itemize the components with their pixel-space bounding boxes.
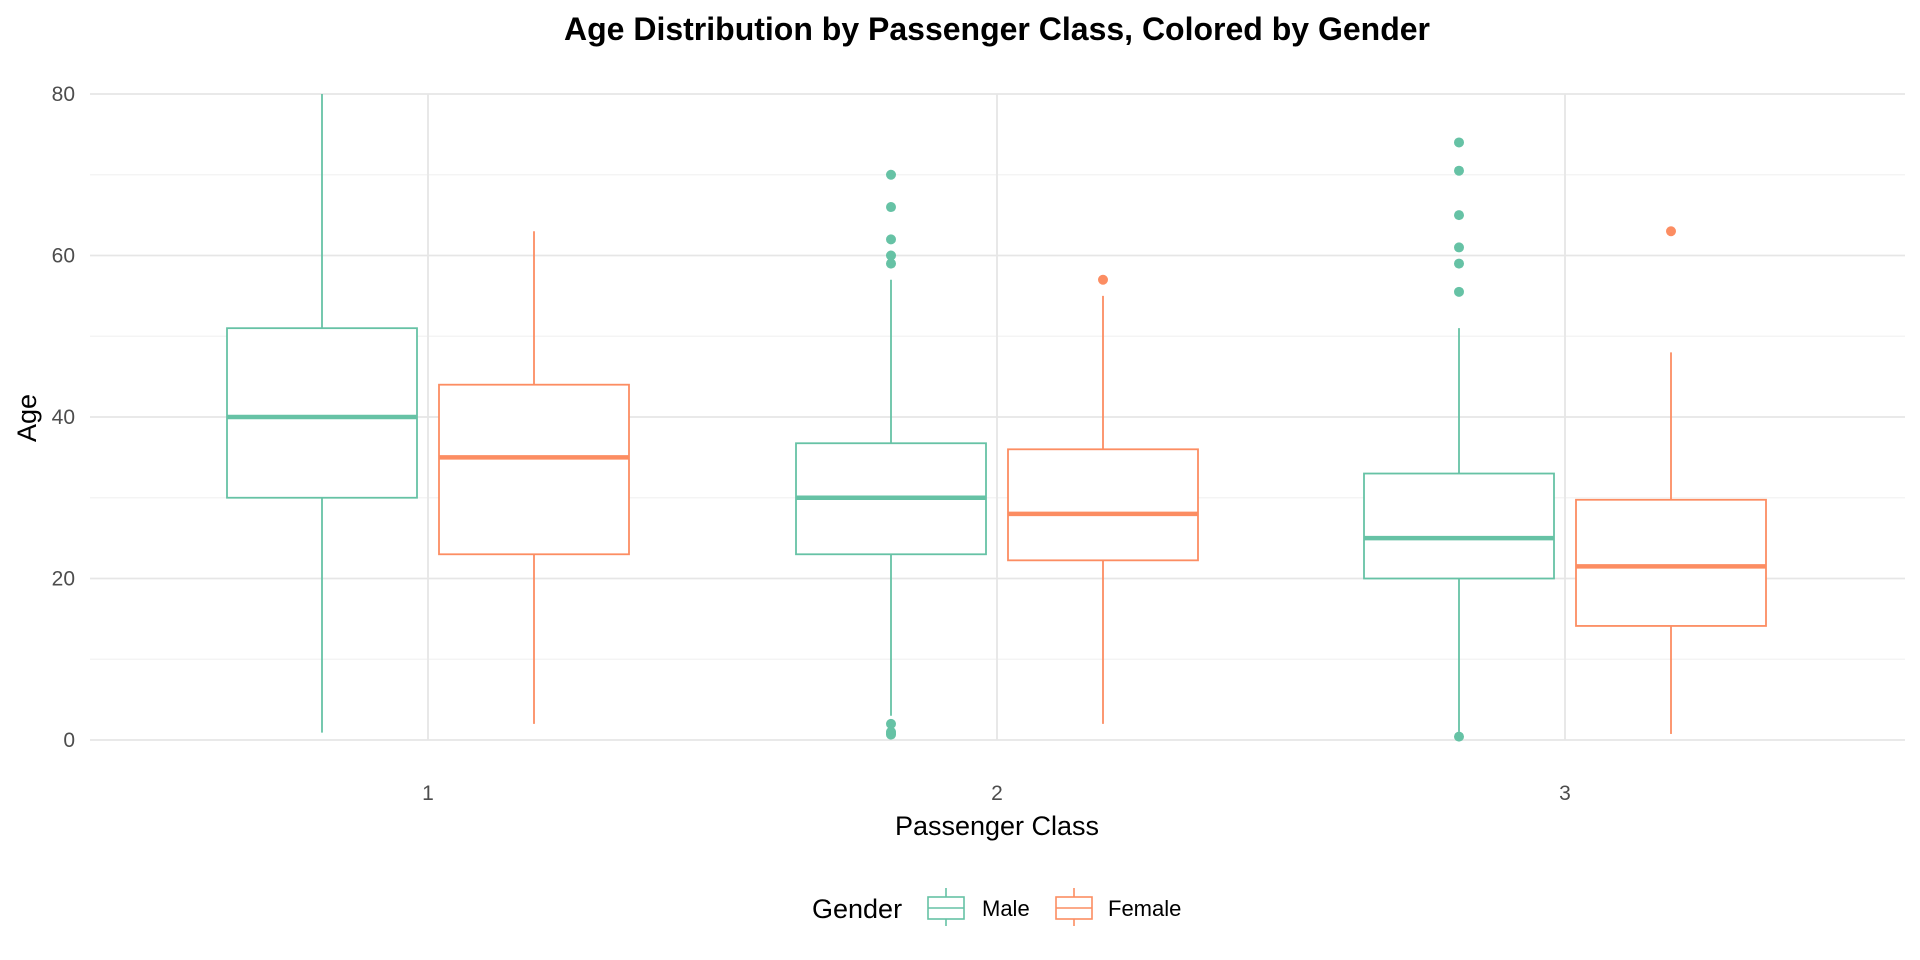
legend-item-male: Male (927, 888, 1030, 926)
outlier-point (1454, 258, 1464, 269)
outlier-point (1098, 274, 1108, 285)
outlier-point (1666, 226, 1676, 237)
y-tick-label: 0 (63, 729, 75, 752)
outlier-point (1454, 242, 1464, 253)
y-axis-title: Age (12, 394, 42, 442)
y-tick-label: 20 (52, 568, 75, 591)
boxes (226, 94, 1767, 742)
outlier-point (886, 234, 896, 245)
x-axis-title: Passenger Class (895, 811, 1099, 841)
outlier-point (1454, 286, 1464, 297)
legend-item-female: Female (1055, 888, 1181, 926)
outlier-point (886, 169, 896, 180)
outlier-point (886, 718, 896, 729)
box-female-class-3 (1575, 226, 1767, 734)
x-tick-label: 2 (991, 782, 1003, 805)
box-male-class-1 (226, 94, 418, 733)
legend-label: Female (1108, 896, 1181, 921)
outlier-point (886, 202, 896, 213)
y-tick-label: 80 (52, 83, 75, 106)
iqr-box (1575, 498, 1767, 627)
iqr-box (438, 383, 630, 556)
outlier-point (1454, 731, 1464, 742)
outlier-point (1454, 137, 1464, 148)
iqr-box (1363, 472, 1555, 580)
iqr-box (226, 327, 418, 499)
axes: 0 20 40 60 80 1 2 3 (52, 83, 1571, 805)
legend-key-male (927, 888, 965, 926)
box-female-class-2 (1007, 274, 1199, 724)
outlier-point (886, 726, 896, 737)
outlier-point (1454, 210, 1464, 221)
chart-title: Age Distribution by Passenger Class, Col… (564, 11, 1430, 47)
x-tick-label: 1 (422, 782, 434, 805)
box-male-class-3 (1363, 137, 1555, 742)
legend: Gender Male Female (812, 888, 1181, 926)
x-tick-label: 3 (1559, 782, 1571, 805)
y-tick-label: 40 (52, 406, 75, 429)
y-tick-label: 60 (52, 245, 75, 268)
box-male-class-2 (795, 169, 987, 740)
legend-label: Male (982, 896, 1030, 921)
outlier-point (886, 258, 896, 269)
outlier-point (886, 250, 896, 261)
outlier-point (1454, 165, 1464, 176)
box-female-class-1 (438, 231, 630, 724)
legend-title: Gender (812, 894, 902, 924)
legend-key-female (1055, 888, 1093, 926)
iqr-box (1007, 448, 1199, 562)
